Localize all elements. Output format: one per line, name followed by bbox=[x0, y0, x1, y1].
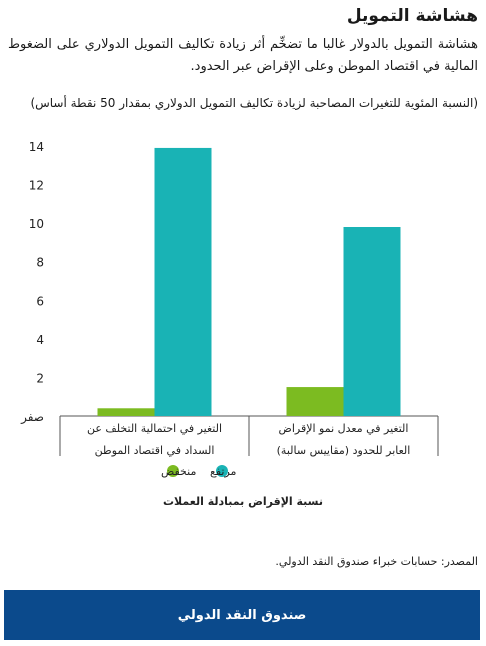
y-tick-label: 2 bbox=[36, 371, 44, 385]
chart-title: هشاشة التمويل bbox=[346, 6, 478, 26]
chart-subtitle: هشاشة التمويل بالدولار غالبا ما تضخِّم أ… bbox=[8, 37, 478, 74]
bar-low-cat2 bbox=[286, 387, 344, 416]
y-tick-label: 12 bbox=[29, 179, 44, 193]
y-tick-label: 8 bbox=[36, 256, 44, 270]
footer-label: صندوق النقد الدولي bbox=[177, 607, 307, 623]
bar-chart: صفر 2 4 6 8 10 12 14 التغير في احتمالية التخلف ع… bbox=[20, 140, 439, 508]
imf-footer-banner[interactable]: صندوق النقد الدولي bbox=[4, 590, 480, 640]
legend-title: نسبة الإقراض بمبادلة العملات bbox=[163, 495, 323, 508]
y-tick-label: 4 bbox=[36, 333, 44, 347]
y-tick-label: 10 bbox=[29, 217, 44, 231]
y-tick-label: 6 bbox=[36, 294, 44, 308]
bar-low-cat1 bbox=[97, 408, 155, 416]
source-note: المصدر: حسابات خبراء صندوق النقد الدولي. bbox=[275, 555, 478, 568]
legend-label-low: منخفض bbox=[161, 465, 196, 478]
x-category-label: السداد في اقتصاد الموطن bbox=[95, 444, 215, 457]
legend-label-high: مرتفع bbox=[210, 465, 237, 478]
bar-high-cat2 bbox=[343, 227, 401, 416]
x-category-label: التغير في احتمالية التخلف عن bbox=[87, 422, 222, 435]
x-category-label: العابر للحدود (مقاييس سالبة) bbox=[277, 444, 411, 457]
x-category-label: التغير في معدل نمو الإقراض bbox=[279, 422, 409, 435]
y-tick-label: صفر bbox=[20, 410, 44, 425]
legend-marker-high bbox=[216, 465, 228, 477]
chart-units-note: (النسبة المئوية للتغيرات المصاحبة لزيادة… bbox=[30, 96, 478, 110]
y-tick-label: 14 bbox=[29, 140, 44, 154]
bar-high-cat1 bbox=[154, 147, 212, 416]
legend-marker-low bbox=[167, 465, 179, 477]
